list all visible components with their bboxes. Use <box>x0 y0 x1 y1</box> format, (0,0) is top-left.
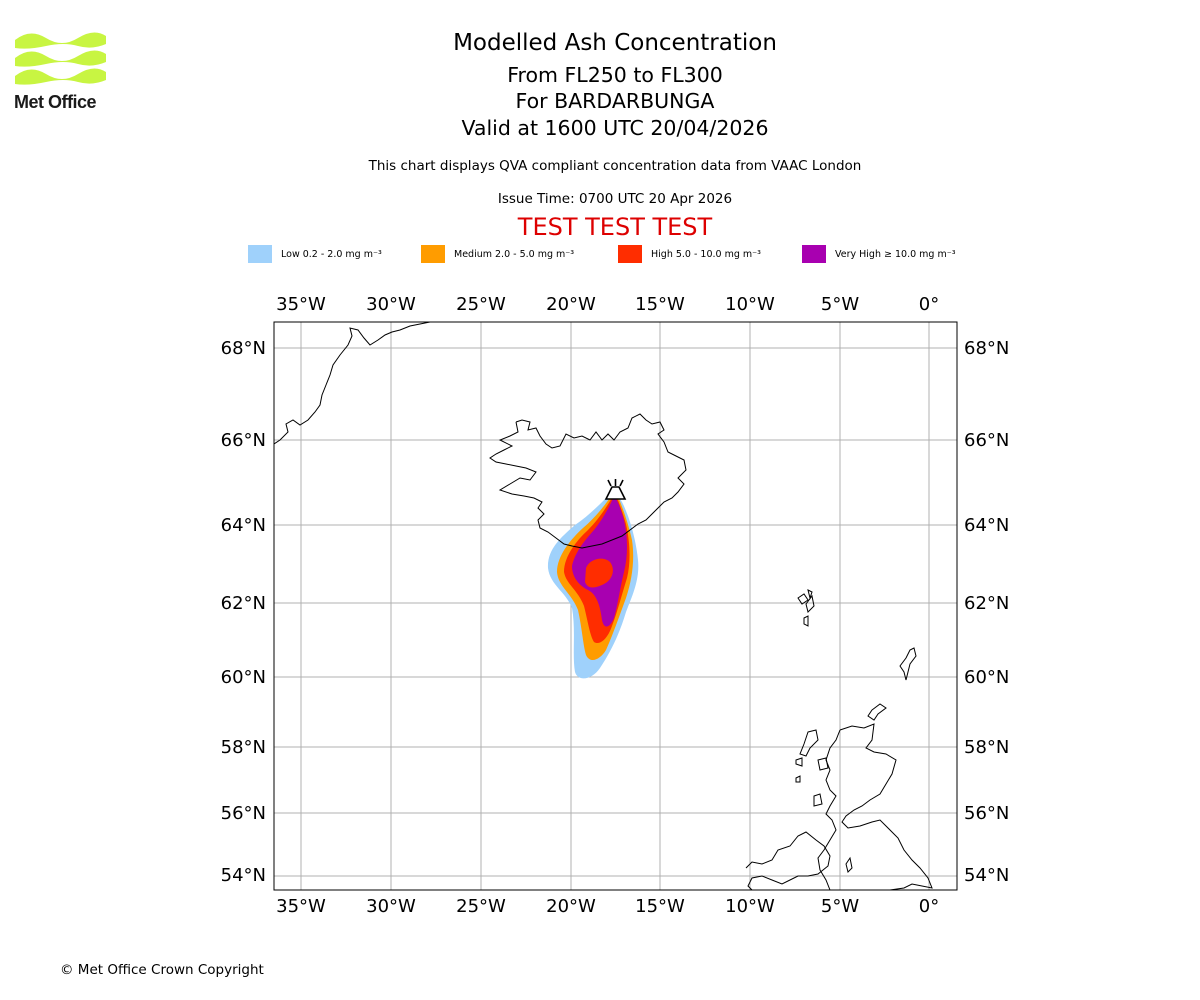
isle-of-man-coast <box>845 856 853 873</box>
chart-title: Modelled Ash Concentration <box>453 30 777 56</box>
lat-tick-left: 54°N <box>221 865 266 886</box>
met-office-wave-icon <box>15 32 106 85</box>
lat-tick-right: 68°N <box>964 338 1009 359</box>
volcano-name: For BARDARBUNGA <box>515 89 715 113</box>
lon-tick-top: 5°W <box>821 294 859 315</box>
test-banner: TEST TEST TEST <box>517 213 713 241</box>
lon-tick-top: 35°W <box>276 294 326 315</box>
volcano-icon <box>604 479 627 500</box>
copyright-notice: © Met Office Crown Copyright <box>60 962 264 978</box>
graticule <box>274 322 957 890</box>
issue-time: Issue Time: 0700 UTC 20 Apr 2026 <box>497 191 733 207</box>
longitude-ticks-top: 35°W 30°W 25°W 20°W 15°W 10°W 5°W 0° <box>276 294 939 315</box>
met-office-logo: Met Office <box>14 30 110 112</box>
orkney-coast <box>867 703 887 721</box>
legend-item-medium: Medium 2.0 - 5.0 mg m⁻³ <box>421 244 574 264</box>
legend-swatch-high <box>618 245 642 263</box>
map-frame <box>273 321 958 891</box>
iceland-coast <box>489 413 687 549</box>
met-office-logo-text: Met Office <box>14 92 97 112</box>
legend-item-low: Low 0.2 - 2.0 mg m⁻³ <box>248 244 382 264</box>
ash-high-core <box>585 558 613 588</box>
lat-tick-right: 58°N <box>964 737 1009 758</box>
lon-tick-top: 15°W <box>635 294 685 315</box>
lon-tick-bottom: 20°W <box>546 896 596 917</box>
lat-tick-right: 64°N <box>964 515 1009 536</box>
lon-tick-bottom: 0° <box>919 896 939 917</box>
lat-tick-left: 56°N <box>221 803 266 824</box>
legend-label-high: High 5.0 - 10.0 mg m⁻³ <box>651 248 761 260</box>
legend-swatch-low <box>248 245 272 263</box>
faroe-islands <box>797 589 815 627</box>
lat-tick-right: 66°N <box>964 430 1009 451</box>
lat-tick-left: 58°N <box>221 737 266 758</box>
lon-tick-bottom: 35°W <box>276 896 326 917</box>
legend-swatch-very-high <box>802 245 826 263</box>
lon-tick-bottom: 25°W <box>456 896 506 917</box>
legend-label-low: Low 0.2 - 2.0 mg m⁻³ <box>281 248 382 260</box>
lon-tick-bottom: 5°W <box>821 896 859 917</box>
flight-level-range: From FL250 to FL300 <box>507 63 723 87</box>
valid-time: Valid at 1600 UTC 20/04/2026 <box>461 116 769 140</box>
chart-description: This chart displays QVA compliant concen… <box>368 158 862 174</box>
lon-tick-top: 30°W <box>366 294 416 315</box>
legend-item-high: High 5.0 - 10.0 mg m⁻³ <box>618 244 761 264</box>
lon-tick-bottom: 10°W <box>725 896 775 917</box>
lon-tick-top: 10°W <box>725 294 775 315</box>
lat-tick-right: 62°N <box>964 593 1009 614</box>
longitude-ticks-bottom: 35°W 30°W 25°W 20°W 15°W 10°W 5°W 0° <box>276 896 939 917</box>
lon-tick-bottom: 15°W <box>635 896 685 917</box>
map-content <box>274 322 957 890</box>
scotland-coast <box>817 723 933 890</box>
lat-tick-left: 64°N <box>221 515 266 536</box>
lat-tick-left: 66°N <box>221 430 266 451</box>
lat-tick-left: 62°N <box>221 593 266 614</box>
greenland-coast <box>274 322 433 445</box>
hebrides-coast <box>795 729 829 807</box>
lat-tick-right: 54°N <box>964 865 1009 886</box>
ireland-coast <box>745 831 831 890</box>
legend-swatch-medium <box>421 245 445 263</box>
concentration-legend: Low 0.2 - 2.0 mg m⁻³ Medium 2.0 - 5.0 mg… <box>0 244 1200 264</box>
legend-item-very-high: Very High ≥ 10.0 mg m⁻³ <box>802 244 956 264</box>
latitude-ticks-right: 68°N 66°N 64°N 62°N 60°N 58°N 56°N 54°N <box>964 338 1009 886</box>
legend-label-medium: Medium 2.0 - 5.0 mg m⁻³ <box>454 248 575 260</box>
lat-tick-right: 60°N <box>964 667 1009 688</box>
shetland-coast <box>899 647 917 681</box>
lon-tick-top: 25°W <box>456 294 506 315</box>
lat-tick-left: 60°N <box>221 667 266 688</box>
latitude-ticks-left: 68°N 66°N 64°N 62°N 60°N 58°N 56°N 54°N <box>221 338 266 886</box>
lat-tick-left: 68°N <box>221 338 266 359</box>
lon-tick-bottom: 30°W <box>366 896 416 917</box>
lon-tick-top: 0° <box>919 294 939 315</box>
lat-tick-right: 56°N <box>964 803 1009 824</box>
lon-tick-top: 20°W <box>546 294 596 315</box>
legend-label-very-high: Very High ≥ 10.0 mg m⁻³ <box>835 248 956 260</box>
